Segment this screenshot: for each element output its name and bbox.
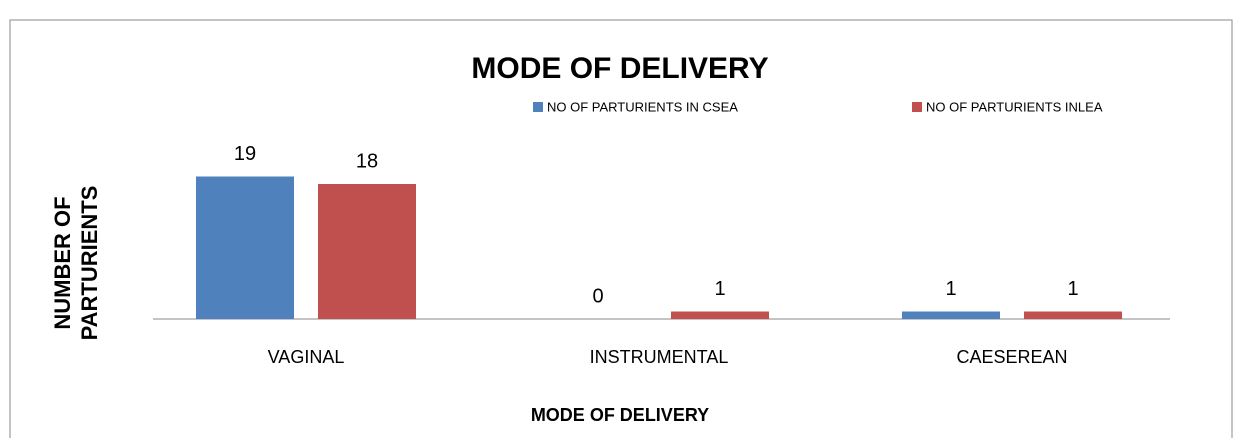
legend-label: NO OF PARTURIENTS INLEA <box>926 99 1103 114</box>
data-label: 19 <box>234 143 256 165</box>
data-label: 0 <box>592 285 603 307</box>
bar <box>902 311 1000 319</box>
legend-label: NO OF PARTURIENTS IN CSEA <box>547 99 738 114</box>
chart-title: MODE OF DELIVERY <box>471 52 768 85</box>
data-label: 18 <box>356 150 378 172</box>
bar <box>671 311 769 319</box>
bar <box>1024 311 1122 319</box>
bar <box>318 184 416 319</box>
y-axis-label: NUMBER OF PARTURIENTS <box>50 185 102 341</box>
x-tick-label: VAGINAL <box>268 347 345 367</box>
chart-frame <box>9 19 1233 438</box>
x-axis-label: MODE OF DELIVERY <box>531 405 709 425</box>
legend-swatch <box>912 102 922 112</box>
data-label: 1 <box>714 278 725 300</box>
x-tick-label: INSTRUMENTAL <box>590 347 729 367</box>
data-label: 1 <box>1067 278 1078 300</box>
data-label: 1 <box>945 278 956 300</box>
bar <box>196 176 294 319</box>
x-tick-label: CAESEREAN <box>956 347 1067 367</box>
legend-swatch <box>533 102 543 112</box>
